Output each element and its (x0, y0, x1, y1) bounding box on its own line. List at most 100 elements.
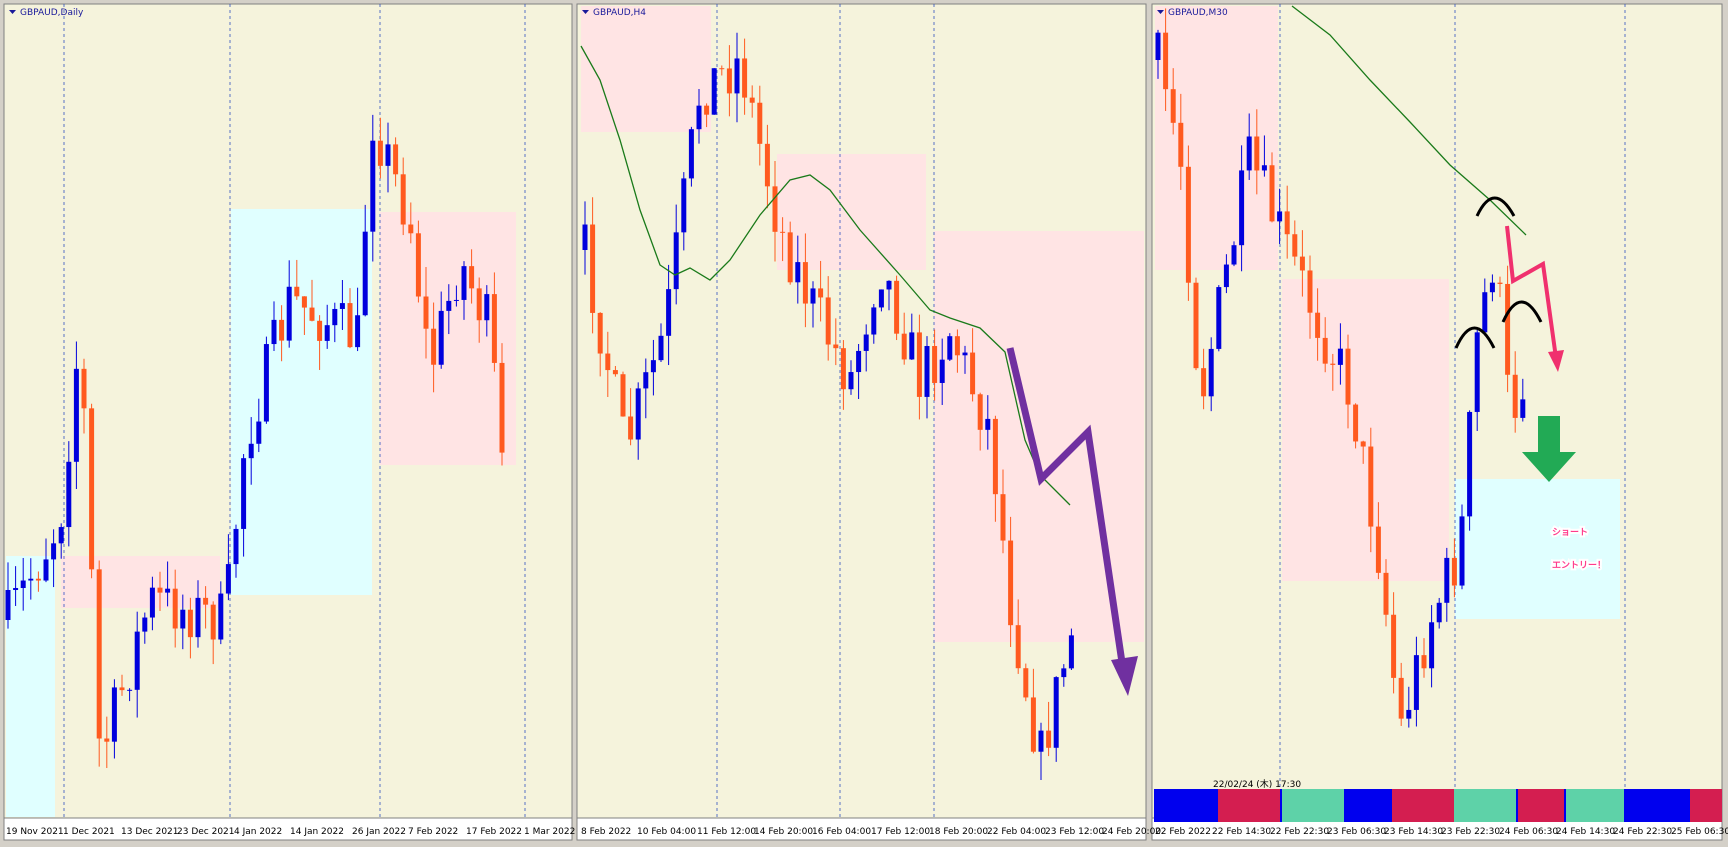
candle-body (81, 368, 87, 409)
candle-body (1284, 211, 1290, 235)
candle-body (1261, 165, 1267, 171)
strip-segment (1518, 789, 1564, 822)
candle-body (1467, 411, 1473, 517)
candle-body (658, 335, 664, 361)
candle-body (818, 288, 824, 298)
candle-body (461, 266, 467, 300)
candle-body (916, 332, 922, 397)
x-label: 24 Feb 06:30 (1499, 827, 1558, 837)
candle-body (484, 294, 490, 321)
candle-body (1512, 374, 1518, 418)
candle-body (985, 418, 991, 430)
candle-body (780, 231, 786, 233)
candle-body (73, 368, 79, 462)
peak-mark (1475, 196, 1516, 217)
candle-body (1360, 441, 1366, 447)
candle-body (787, 232, 793, 283)
candle-body (248, 443, 254, 459)
pink-arrowhead (1548, 350, 1564, 372)
note-line: エントリー！ (1552, 560, 1606, 571)
candle-body (1391, 614, 1397, 678)
candle-body (1307, 270, 1313, 313)
candle-body (203, 597, 209, 605)
candle-body (1520, 399, 1526, 418)
candle-body (1163, 32, 1169, 90)
candle-body (1383, 572, 1389, 615)
x-label: 26 Jan 2022 (352, 827, 406, 837)
candle-body (149, 587, 155, 618)
candle-body (1421, 655, 1427, 669)
candle-body (35, 578, 41, 581)
candle-body (848, 372, 854, 390)
candle-body (172, 588, 178, 629)
candle-body (43, 559, 49, 581)
x-label: 10 Feb 04:00 (637, 827, 696, 837)
x-label: 23 Feb 14:30 (1384, 827, 1443, 837)
candle-body (469, 266, 475, 289)
pink-arrow (1505, 225, 1558, 359)
candle-body (362, 231, 368, 316)
candle-body (1053, 677, 1059, 748)
candle-body (218, 593, 224, 640)
candle-body (970, 352, 976, 395)
candle-body (1353, 404, 1359, 442)
status-bar: 22/02/24 (木) 17:30 (1154, 778, 1722, 822)
candle-body (939, 359, 945, 383)
x-label: 24 Feb 22:30 (1613, 827, 1672, 837)
candle-body (1444, 557, 1450, 603)
candle-body (825, 297, 831, 345)
candle-body (1000, 494, 1006, 541)
candle-body (749, 97, 755, 103)
candle-body (871, 307, 877, 335)
candle-body (688, 129, 694, 179)
candle-body (795, 262, 801, 283)
x-label: 25 Feb 06:30 (1671, 827, 1728, 837)
x-label: 13 Dec 2021 (121, 827, 179, 837)
candle-body (757, 102, 763, 144)
candle-body (635, 388, 641, 440)
candle-body (400, 174, 406, 225)
candle-body (894, 280, 900, 334)
candle-body (1505, 283, 1511, 375)
x-label: 17 Feb 12:00 (871, 827, 930, 837)
candle-body (491, 294, 497, 363)
panel-title: GBPAUD,M30 (1168, 8, 1228, 18)
x-label: 22 Feb 2022 (1155, 827, 1211, 837)
title-arrow (1157, 10, 1164, 14)
candle-body (992, 418, 998, 495)
candle-body (1451, 557, 1457, 586)
candle-body (58, 527, 64, 544)
x-label: 4 Jan 2022 (234, 827, 282, 837)
candle-body (317, 320, 323, 341)
x-label: 23 Dec 2021 (177, 827, 235, 837)
candle-body (666, 289, 672, 336)
candle-body (438, 310, 444, 365)
candle-body (886, 280, 892, 290)
candle-body (742, 58, 748, 98)
candle-body (833, 344, 839, 349)
zone (1155, 6, 1278, 270)
candle-body (620, 374, 626, 417)
panel-title: GBPAUD,Daily (20, 8, 84, 18)
strip-segment (1392, 789, 1454, 822)
candle-body (431, 328, 437, 365)
candle-body (947, 336, 953, 360)
candle-body (210, 604, 216, 640)
zones (6, 6, 1620, 817)
candle-body (1061, 668, 1067, 678)
candle-body (909, 332, 915, 360)
candle-body (28, 578, 34, 581)
candle-body (901, 333, 907, 360)
x-label: 14 Jan 2022 (290, 827, 344, 837)
candle-body (157, 587, 163, 593)
candle-body (628, 416, 634, 440)
x-label: 1 Mar 2022 (524, 827, 575, 837)
candle-body (1068, 635, 1074, 669)
green-arrow (1522, 416, 1576, 482)
candle-body (51, 543, 57, 560)
candle-body (1474, 332, 1480, 412)
candle-body (612, 370, 618, 375)
candle-body (1193, 282, 1199, 369)
panel-title: GBPAUD,H4 (593, 8, 646, 18)
